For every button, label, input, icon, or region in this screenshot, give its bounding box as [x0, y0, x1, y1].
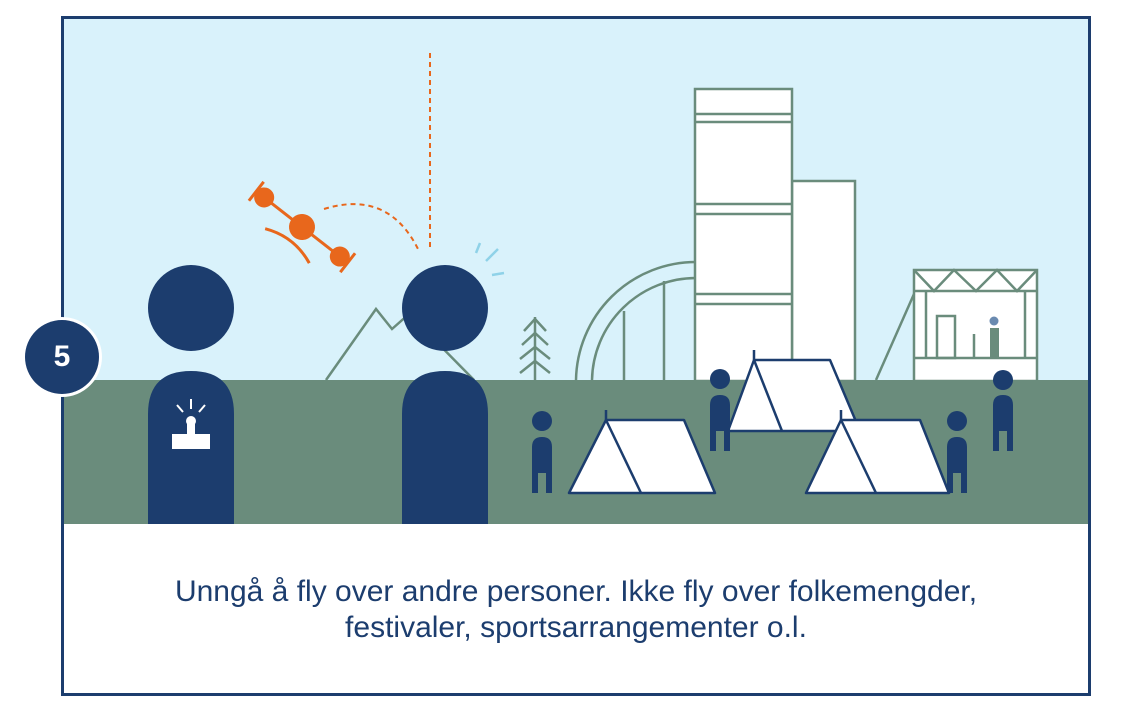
bystander-figure — [402, 265, 488, 524]
person-icon — [710, 369, 730, 451]
tree-icon — [519, 317, 551, 380]
remote-controller-icon — [172, 399, 210, 449]
flight-path — [323, 53, 431, 252]
caption: Unngå å fly over andre personer. Ikke fl… — [64, 574, 1088, 646]
pilot-figure — [148, 265, 234, 524]
drone-icon — [247, 180, 357, 274]
caption-line-1: Unngå å fly over andre personer. Ikke fl… — [174, 575, 978, 608]
step-number-badge: 5 — [25, 320, 99, 394]
alert-marks — [474, 242, 505, 277]
tent-icon — [804, 410, 951, 495]
scene-illustration — [64, 19, 1088, 524]
illustration-card: Unngå å fly over andre personer. Ikke fl… — [61, 16, 1091, 696]
caption-line-2: festivaler, sportsarrangementer o.l. — [345, 611, 807, 644]
person-icon — [532, 411, 552, 493]
person-icon — [947, 411, 967, 493]
stage-icon — [874, 268, 1039, 383]
arch-icon — [574, 260, 697, 381]
tent-icon — [726, 350, 862, 433]
tent-icon — [567, 410, 717, 495]
building-icon — [693, 87, 857, 383]
person-icon — [993, 370, 1013, 451]
